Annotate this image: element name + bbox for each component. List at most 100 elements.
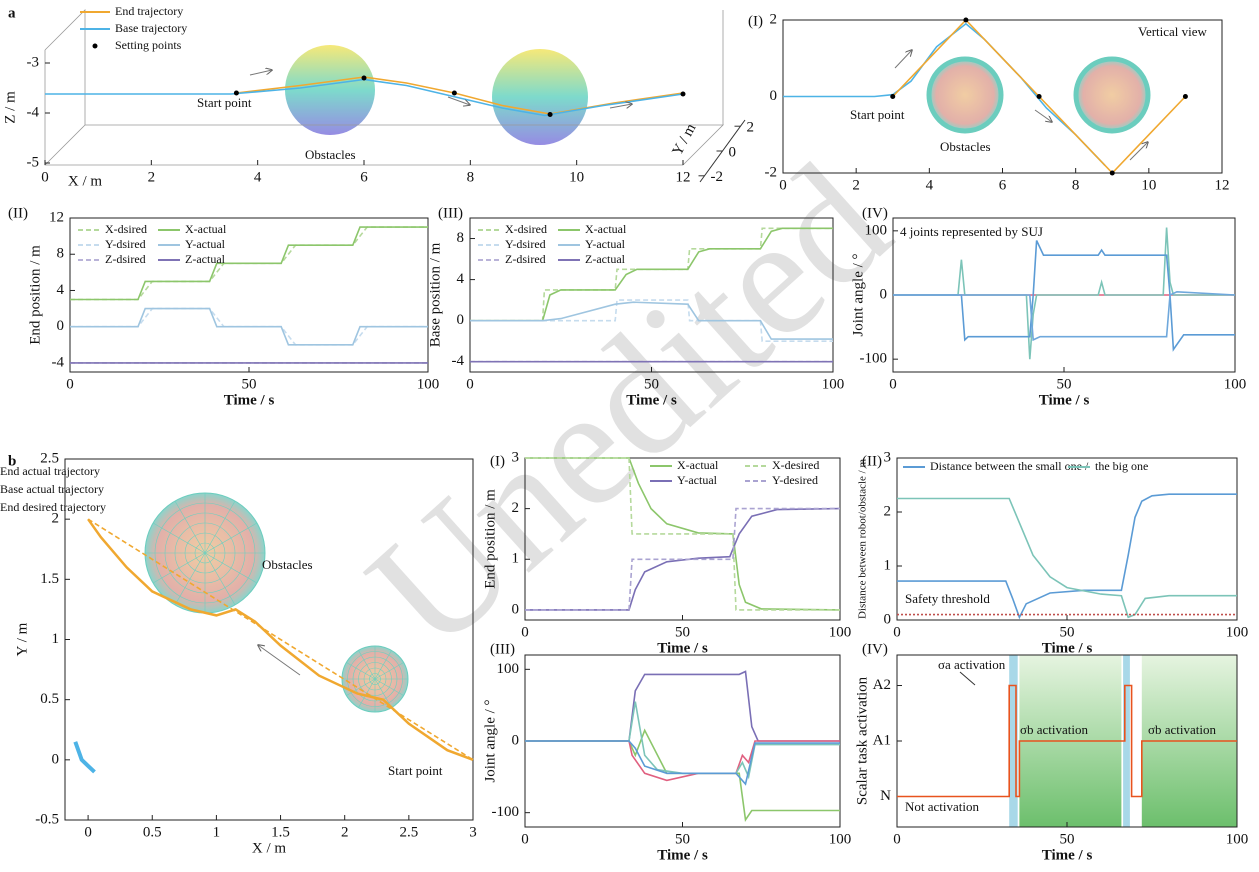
x-axis-label: Time / s — [626, 392, 677, 408]
y-axis-label: End position / m — [27, 245, 43, 345]
legend-label: X-dsired — [105, 222, 147, 236]
obstacle-mesh — [374, 662, 404, 680]
setting-point — [1182, 94, 1188, 99]
panel: 20-2Y / m0 2 4 6 8 10 12-5-4-3X / mZ / ma End t… — [2, 4, 754, 190]
y-tick-label: 2 — [512, 500, 520, 516]
setting-point — [361, 75, 367, 81]
x-axis-label: Time / s — [1039, 392, 1090, 408]
y-axis-label: Joint angle / ° — [850, 253, 866, 336]
leader-line — [959, 671, 976, 686]
legend-label: Z-dsired — [105, 252, 146, 266]
x-tick-label: 50 — [675, 831, 690, 847]
x-tick-label: 6 — [360, 169, 368, 185]
annotation: σa activation — [938, 657, 1006, 672]
legend-label: Base actual trajectory — [0, 482, 104, 496]
x-axis-label: Time / s — [224, 392, 275, 408]
y3-tick-label: 2 — [747, 120, 755, 136]
y-tick-label: A1 — [873, 732, 891, 748]
x-tick-label: 100 — [417, 376, 440, 392]
annotation: 4 joints represented by SUJ — [900, 224, 1043, 239]
y-tick-label: 1 — [52, 631, 60, 647]
x-tick-label: 50 — [1057, 376, 1072, 392]
y-tick-label: -2 — [765, 164, 778, 180]
legend-label: Y-actual — [585, 237, 626, 251]
x-tick-label: 100 — [1226, 831, 1249, 847]
annotation: Start point — [388, 763, 443, 778]
y-axis-label: Z / m — [2, 91, 18, 124]
series-line — [70, 307, 428, 346]
legend-label: the big one — [1095, 459, 1148, 473]
y-axis-label: Scalar task activation — [854, 676, 870, 805]
setting-point — [963, 17, 969, 23]
legend-label: X-desired — [772, 458, 819, 472]
series-line — [70, 226, 428, 301]
legend-label: Y-dsired — [105, 237, 146, 251]
activation-region — [1123, 655, 1130, 827]
legend-label: End actual trajectory — [0, 464, 100, 478]
series-line — [525, 740, 840, 782]
series-line — [470, 299, 833, 342]
y-tick-label: 0 — [52, 751, 60, 767]
legend-label: X-dsired — [505, 222, 547, 236]
x-tick-label: 50 — [644, 376, 659, 392]
series-line — [525, 507, 841, 611]
y-tick-label: -3 — [27, 54, 40, 70]
legend-marker — [92, 43, 98, 49]
panel-label: (II) — [8, 205, 28, 221]
obstacle-mesh — [346, 662, 376, 680]
setting-point — [451, 90, 457, 96]
y-tick-label: 0 — [770, 88, 778, 104]
annotation: Obstacles — [262, 557, 313, 572]
x-tick-label: 2 — [341, 824, 349, 840]
obstacle — [285, 45, 375, 135]
legend-label: Distance between the small one / — [930, 459, 1089, 473]
obstacle-mesh — [374, 650, 392, 680]
panel: 0 0.5 1 1.5 2 2.5 3 -0.5 0 0.5 1 1.5 2 2.5 X / m Y / m b… — [0, 450, 477, 856]
panel-label: (III) — [490, 641, 515, 657]
x-tick-label: 0 — [893, 624, 901, 640]
x-tick-label: 0 — [889, 376, 897, 392]
y-tick-label: 4 — [57, 282, 65, 298]
x-tick-label: 0 — [521, 831, 529, 847]
series-line — [893, 240, 1235, 352]
legend-label: End trajectory — [115, 4, 183, 18]
legend-label: Y-desired — [772, 473, 818, 487]
x-tick-label: 8 — [467, 169, 475, 185]
series-line — [893, 290, 1236, 342]
y-tick-label: -100 — [860, 351, 888, 367]
x-tick-label: 2 — [852, 177, 860, 193]
panel: 0 50 100 N A1 A2 Time / s Scalar task activatio… — [854, 641, 1248, 863]
setting-point — [1109, 170, 1115, 176]
obstacle-mesh — [204, 500, 236, 554]
obstacle-mesh — [204, 552, 258, 584]
series-line — [470, 301, 833, 340]
arrow — [258, 645, 301, 676]
x-axis-label: X / m — [252, 840, 287, 856]
y-tick-label: 1 — [884, 557, 892, 573]
x-axis-label: Time / s — [657, 640, 708, 656]
y-tick-label: 0 — [457, 312, 465, 328]
y-tick-label: 2.5 — [40, 450, 59, 466]
series-line — [87, 518, 474, 761]
panel-label: a — [8, 5, 16, 21]
y-tick-label: 0 — [880, 286, 888, 302]
panel-label: (I) — [490, 453, 505, 469]
series-line — [87, 518, 474, 761]
x-tick-label: 0 — [466, 376, 474, 392]
obstacle-mesh — [374, 678, 404, 696]
obstacle-mesh — [346, 678, 376, 696]
legend-label: Z-actual — [585, 252, 626, 266]
legend-label: Y-actual — [677, 473, 718, 487]
y-tick-label: -100 — [492, 804, 520, 820]
x-tick-label: 50 — [242, 376, 257, 392]
x-tick-label: 100 — [829, 831, 852, 847]
y-tick-label: -5 — [27, 154, 40, 170]
obstacle-mesh — [358, 650, 376, 680]
y-tick-label: 8 — [57, 246, 65, 262]
legend-label: End desired trajectory — [0, 500, 106, 514]
x-axis-label: Time / s — [657, 847, 708, 863]
y-axis-label: Joint angle / ° — [482, 699, 498, 782]
y-tick-label: 1 — [512, 551, 520, 567]
y-tick-label: 2 — [884, 503, 892, 519]
y-axis-label: Y / m — [14, 622, 30, 656]
